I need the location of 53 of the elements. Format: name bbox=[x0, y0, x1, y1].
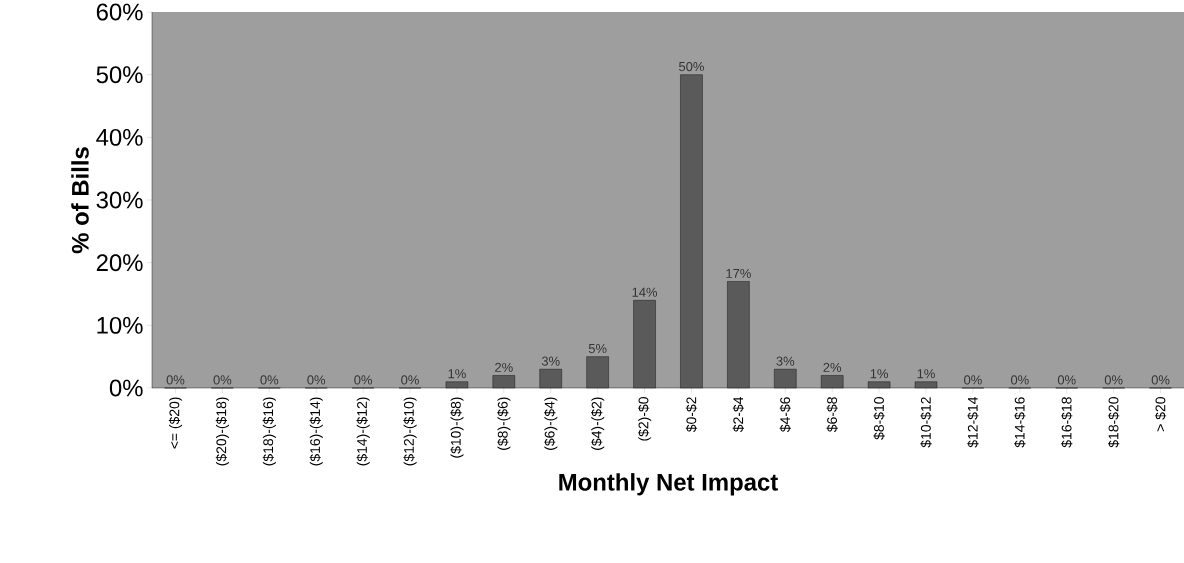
data-label: 0% bbox=[354, 375, 372, 385]
data-label: 0% bbox=[964, 375, 982, 385]
y-tick-label: 50% bbox=[96, 66, 143, 84]
x-tick-label: <= ($20) bbox=[168, 397, 183, 449]
data-label: 0% bbox=[401, 375, 419, 385]
x-tick-label: $4-$6 bbox=[779, 397, 791, 433]
data-label: 0% bbox=[1151, 375, 1170, 385]
x-tick-label: ($6)-($4) bbox=[544, 397, 558, 450]
x-tick-label: ($12)-($10) bbox=[403, 397, 417, 466]
x-tick-label: $0-$2 bbox=[685, 397, 698, 433]
data-label: 3% bbox=[776, 356, 795, 366]
x-tick-label: $18-$20 bbox=[1107, 397, 1120, 448]
data-label: 1% bbox=[870, 369, 888, 379]
data-label: 0% bbox=[1104, 375, 1123, 385]
x-tick-label: $8-$10 bbox=[873, 397, 885, 440]
y-axis-title: % of Bills bbox=[71, 147, 89, 254]
y-tick-label: 10% bbox=[97, 316, 143, 334]
x-tick-label: $2-$4 bbox=[732, 396, 745, 433]
data-label: 17% bbox=[726, 268, 751, 278]
x-tick-label: $14-$16 bbox=[1014, 397, 1026, 448]
y-tick-label: 60% bbox=[96, 3, 143, 21]
data-label: 5% bbox=[588, 344, 607, 354]
x-tick-label: $12-$14 bbox=[967, 396, 979, 448]
y-tick-label: 30% bbox=[96, 191, 143, 209]
data-label: 50% bbox=[679, 61, 704, 72]
data-label: 0% bbox=[1010, 375, 1029, 385]
data-label: 0% bbox=[307, 375, 326, 385]
data-label: 0% bbox=[1057, 375, 1076, 385]
y-tick-label: 40% bbox=[96, 128, 143, 146]
data-label: 2% bbox=[823, 362, 842, 372]
x-tick-label: $16-$18 bbox=[1061, 397, 1073, 448]
data-label: 14% bbox=[632, 287, 658, 297]
x-axis-title: Monthly Net Impact bbox=[559, 473, 778, 496]
data-label: 2% bbox=[495, 362, 513, 372]
y-tick-label: 0% bbox=[109, 379, 143, 397]
x-tick-label: ($18)-($16) bbox=[262, 397, 276, 466]
x-tick-label: ($2)-$0 bbox=[637, 397, 652, 441]
x-tick-label: $6-$8 bbox=[826, 397, 838, 433]
data-label: 3% bbox=[541, 356, 560, 366]
data-label: 0% bbox=[260, 375, 279, 385]
data-label: 1% bbox=[917, 369, 935, 379]
x-tick-label: ($14)-($12) bbox=[356, 397, 370, 466]
y-tick-label: 20% bbox=[96, 254, 143, 272]
x-tick-label: ($4)-($2) bbox=[591, 397, 605, 450]
x-tick-label: > $20 bbox=[1154, 397, 1167, 432]
x-tick-label: ($10)-($8) bbox=[450, 397, 464, 458]
x-tick-label: ($8)-($6) bbox=[497, 397, 511, 450]
x-tick-label: $10-$12 bbox=[920, 397, 932, 448]
data-label: 1% bbox=[448, 369, 466, 379]
data-label: 0% bbox=[166, 375, 185, 385]
x-tick-label: ($16)-($14) bbox=[309, 397, 323, 466]
x-tick-label: ($20)-($18) bbox=[215, 397, 229, 466]
data-label: 0% bbox=[213, 375, 232, 385]
